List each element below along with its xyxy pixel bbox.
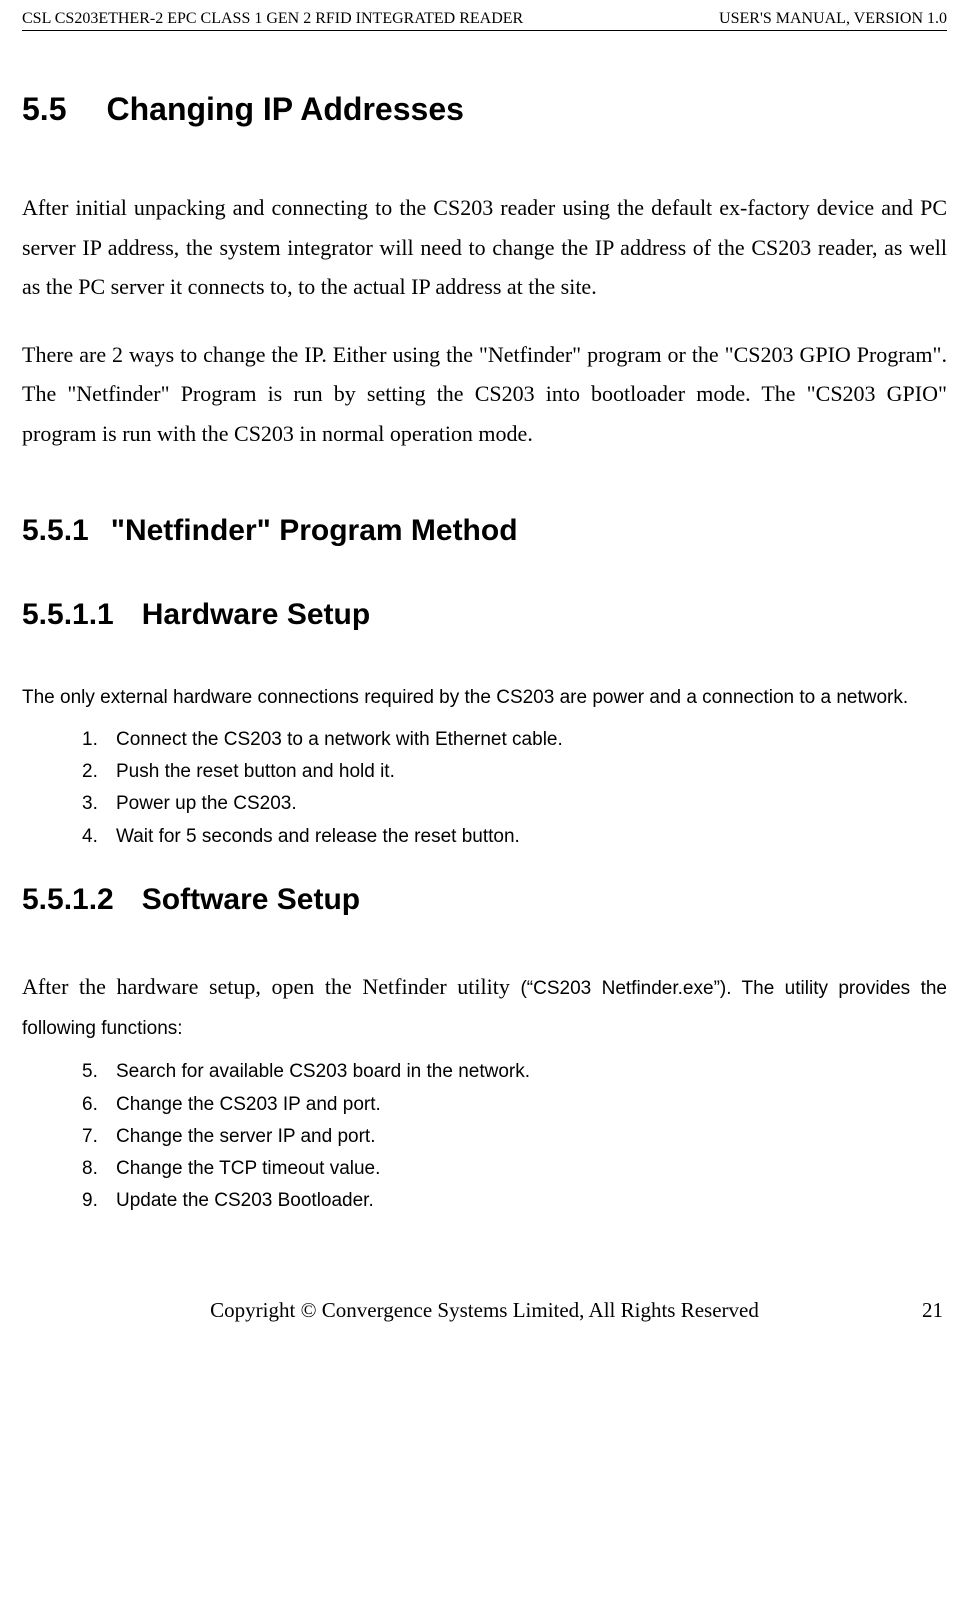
list-item: 9.Update the CS203 Bootloader. bbox=[22, 1185, 947, 1217]
subsubsection-heading-1-2: 5.5.1.2 Software Setup bbox=[22, 883, 947, 917]
list-number: 5. bbox=[82, 1056, 116, 1088]
list-text: Change the TCP timeout value. bbox=[116, 1158, 380, 1179]
software-steps-list: 5.Search for available CS203 board in th… bbox=[22, 1056, 947, 1217]
subsubsection-1-2-number: 5.5.1.2 bbox=[22, 883, 114, 916]
list-item: 1.Connect the CS203 to a network with Et… bbox=[22, 724, 947, 756]
footer-spacer bbox=[26, 1298, 66, 1323]
header-rule bbox=[22, 30, 947, 31]
section-heading: 5.5 Changing IP Addresses bbox=[22, 91, 947, 128]
hardware-steps-list: 1.Connect the CS203 to a network with Et… bbox=[22, 724, 947, 853]
subsubsection-heading-1-1: 5.5.1.1 Hardware Setup bbox=[22, 598, 947, 632]
list-text: Change the CS203 IP and port. bbox=[116, 1094, 381, 1115]
software-lead-times: After the hardware setup, open the Netfi… bbox=[22, 974, 520, 999]
section-title: Changing IP Addresses bbox=[106, 91, 463, 127]
list-text: Connect the CS203 to a network with Ethe… bbox=[116, 729, 563, 750]
list-item: 5.Search for available CS203 board in th… bbox=[22, 1056, 947, 1088]
list-number: 2. bbox=[82, 756, 116, 788]
page-header: CSL CS203ETHER-2 EPC CLASS 1 GEN 2 RFID … bbox=[22, 10, 947, 28]
list-item: 7.Change the server IP and port. bbox=[22, 1121, 947, 1153]
hardware-lead: The only external hardware connections r… bbox=[22, 682, 947, 714]
footer-copyright: Copyright © Convergence Systems Limited,… bbox=[66, 1298, 903, 1323]
list-item: 6.Change the CS203 IP and port. bbox=[22, 1089, 947, 1121]
header-left: CSL CS203ETHER-2 EPC CLASS 1 GEN 2 RFID … bbox=[22, 10, 523, 28]
intro-paragraph-2: There are 2 ways to change the IP. Eithe… bbox=[22, 335, 947, 454]
list-text: Search for available CS203 board in the … bbox=[116, 1061, 530, 1082]
subsubsection-1-1-title: Hardware Setup bbox=[142, 598, 370, 631]
list-text: Push the reset button and hold it. bbox=[116, 761, 395, 782]
page: CSL CS203ETHER-2 EPC CLASS 1 GEN 2 RFID … bbox=[0, 0, 969, 1343]
intro-paragraph-1: After initial unpacking and connecting t… bbox=[22, 188, 947, 307]
subsection-1-title: "Netfinder" Program Method bbox=[111, 514, 518, 547]
list-number: 9. bbox=[82, 1185, 116, 1217]
list-text: Wait for 5 seconds and release the reset… bbox=[116, 826, 520, 847]
list-text: Power up the CS203. bbox=[116, 793, 297, 814]
header-right: USER'S MANUAL, VERSION 1.0 bbox=[719, 10, 947, 28]
list-number: 7. bbox=[82, 1121, 116, 1153]
footer-page-number: 21 bbox=[903, 1298, 943, 1323]
list-number: 4. bbox=[82, 821, 116, 853]
list-number: 1. bbox=[82, 724, 116, 756]
list-item: 3.Power up the CS203. bbox=[22, 788, 947, 820]
list-number: 3. bbox=[82, 788, 116, 820]
subsubsection-1-1-number: 5.5.1.1 bbox=[22, 598, 114, 631]
list-item: 2.Push the reset button and hold it. bbox=[22, 756, 947, 788]
list-text: Update the CS203 Bootloader. bbox=[116, 1190, 374, 1211]
subsection-heading-1: 5.5.1 "Netfinder" Program Method bbox=[22, 514, 947, 548]
list-text: Change the server IP and port. bbox=[116, 1126, 375, 1147]
subsection-1-number: 5.5.1 bbox=[22, 514, 89, 547]
page-footer: Copyright © Convergence Systems Limited,… bbox=[22, 1298, 947, 1323]
list-number: 6. bbox=[82, 1089, 116, 1121]
list-item: 8.Change the TCP timeout value. bbox=[22, 1153, 947, 1185]
section-number: 5.5 bbox=[22, 91, 66, 128]
software-lead: After the hardware setup, open the Netfi… bbox=[22, 967, 947, 1046]
list-item: 4.Wait for 5 seconds and release the res… bbox=[22, 821, 947, 853]
list-number: 8. bbox=[82, 1153, 116, 1185]
subsubsection-1-2-title: Software Setup bbox=[142, 883, 360, 916]
